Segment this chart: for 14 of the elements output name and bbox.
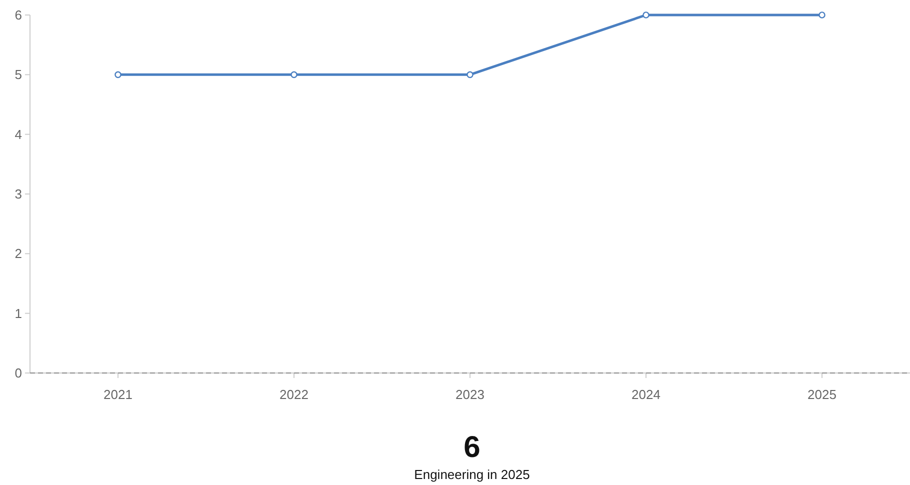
y-tick-label: 4 [14,126,22,142]
y-tick-label: 6 [14,8,22,23]
y-tick-label: 3 [14,186,22,202]
y-tick-label: 1 [14,306,22,321]
text: 6 [464,431,480,464]
x-tick-label: 2023 [456,387,484,402]
x-tick-label: 2025 [808,387,836,402]
x-tick-label: 2022 [280,387,308,402]
y-tick-label: 5 [14,67,22,82]
text: Engineering in 2025 [414,467,530,482]
x-tick-label: 2021 [104,387,132,402]
y-tick-label: 2 [14,246,22,262]
x-tick-label: 2024 [632,387,660,402]
y-tick-label: 0 [14,366,22,381]
